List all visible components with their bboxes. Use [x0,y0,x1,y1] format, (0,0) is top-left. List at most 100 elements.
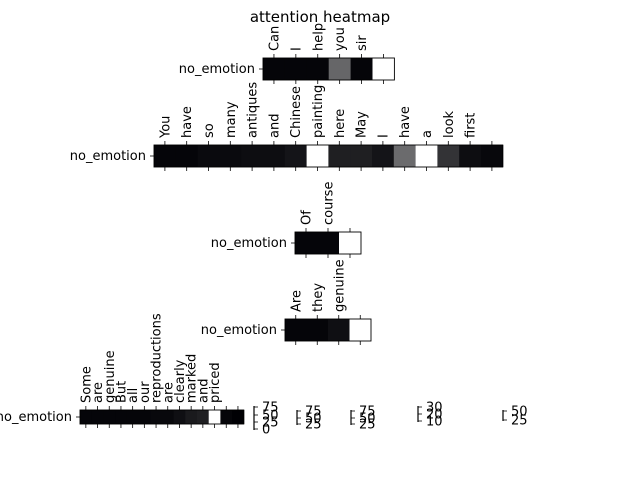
token-label: I [289,47,304,51]
heatmap-cell [263,58,286,80]
token-label: a [420,130,435,138]
token-label: Chinese [289,86,304,138]
token-label: antiques [246,82,261,138]
y-label: no_emotion [201,323,277,338]
token-label: genuine [332,259,347,312]
token-label: I [376,134,391,138]
heatmap-cell [161,410,174,424]
heatmap-cell [306,58,330,80]
heatmap-cell [295,232,318,254]
heatmap-cell [437,145,460,167]
token-label: genuine [103,350,118,403]
heatmap-cell [150,410,163,424]
heatmap-cell [138,410,151,424]
y-label: no_emotion [179,62,255,77]
heatmap-row-3: no_emotion Are they genuine [201,259,372,345]
heatmap-cell [459,145,482,167]
token-label: have [180,106,195,138]
token-label: they [311,283,326,312]
colorbar-tick-label: 75 [262,401,279,416]
heatmap-cell [197,145,220,167]
colorbar-tick-label: 0 [262,423,270,438]
token-label: Of [300,210,315,225]
token-label: But [114,381,129,403]
colorbar-tick-label: 50 [262,409,279,424]
heatmap-cell [415,145,438,167]
colorbar-tick-label: 75 [359,405,376,420]
colorbar-tick-label: 25 [359,418,376,433]
colorbar-tick-label: 20 [426,408,443,423]
token-label: are [91,382,106,403]
heatmap-cell [328,319,350,341]
heatmap-cell [126,410,139,424]
token-label: and [267,114,282,138]
colorbar-tick-label: 50 [305,412,322,427]
colorbar-tick-label: 30 [426,401,443,416]
token-label: many [224,101,239,138]
token-label: and [196,379,211,403]
heatmap-cell [154,145,177,167]
colorbar-tick-label: 75 [305,405,322,420]
heatmap-cell [328,145,351,167]
y-label: no_emotion [70,149,146,164]
token-label: May [355,111,370,138]
heatmap-cell [284,58,308,80]
token-label: clearly [173,359,188,403]
token-label: Can [267,26,282,51]
token-label: help [311,23,326,51]
token-label: reproductions [150,313,165,403]
heatmap-cell [197,410,210,424]
token-label: You [158,116,173,139]
y-label: no_emotion [0,410,72,425]
heatmap-cell [350,145,373,167]
heatmap-cell [241,145,264,167]
heatmap-cell [317,232,340,254]
token-label: Are [289,290,304,312]
token-label: priced [208,362,223,403]
heatmap-cell [284,145,307,167]
heatmap-cell [263,145,286,167]
heatmap-cell [173,410,186,424]
heatmap-cell [306,145,329,167]
colorbar-tick-label: 25 [305,418,322,433]
token-label: course [322,182,337,225]
colorbar-tick-label: 10 [426,415,443,430]
heatmap-cell [350,58,373,80]
heatmap-cell [175,145,198,167]
heatmap-cell [115,410,128,424]
heatmap-cell [103,410,116,424]
heatmap-cell [80,410,93,424]
heatmap-cell [208,410,221,424]
colorbar-tick-label: 25 [262,416,279,431]
token-label: sir [355,35,370,51]
heatmap-cell [232,410,245,424]
heatmap-cell [285,319,307,341]
y-label: no_emotion [211,236,287,251]
token-label: marked [185,354,200,403]
heatmap-cell [393,145,416,167]
token-label: have [398,106,413,138]
token-label: painting [311,85,326,138]
heatmap-row-2: no_emotion Of course [211,182,362,258]
heatmap-cell [185,410,198,424]
colorbar-tick-label: 50 [359,412,376,427]
colorbar-tick-label: 25 [511,414,528,429]
heatmap-cell [91,410,104,424]
token-label: first [464,113,479,138]
heatmap-cell [220,410,233,424]
heatmap-cell [481,145,504,167]
token-label: so [202,123,217,138]
token-label: Some [79,366,94,403]
token-label: our [138,381,153,403]
heatmap-cell [372,58,395,80]
heatmap-cell [349,319,372,341]
